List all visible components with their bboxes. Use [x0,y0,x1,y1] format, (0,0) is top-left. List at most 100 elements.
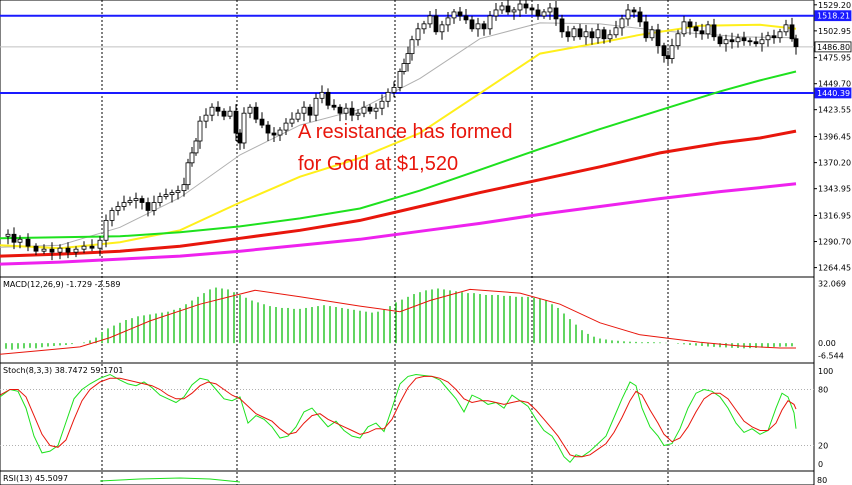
macd-axis: 32.069 0.00 -6.544 [818,280,846,361]
candle-body [759,39,765,45]
candle-body [649,29,655,39]
stochastic-axis-tick: 100 [818,367,833,376]
candle-body [529,7,535,11]
moving-average-line [0,129,797,258]
candle-body [729,39,735,43]
price-axis-tick: 1370.20 [818,159,851,168]
price-axis-tick: 1449.70 [818,80,851,89]
rsi-axis-tick: 80 [817,476,827,485]
candle-body [655,29,661,47]
candle-body [271,132,277,136]
candle-body [109,210,115,221]
stochastic-lines [0,373,797,464]
candle-body [337,106,343,114]
rsi-line [99,477,241,483]
candle-body [405,53,411,64]
candle-body [457,11,463,17]
candle-body [789,24,795,40]
candle-body [469,19,475,30]
candle-body [613,27,619,36]
candle-body [361,106,367,114]
candle-body [723,39,729,45]
price-axis-tick: 1290.70 [818,238,851,247]
candle-body [5,233,11,237]
stochastic-panel: Stoch(8,3,3) 38.7472 59.1701 [0,362,815,472]
candle-body [705,24,711,35]
candle-body [233,110,239,134]
macd-panel-frame [0,276,815,364]
candle-body [97,239,103,249]
candle-body [391,86,397,93]
candle-body [265,124,271,134]
candle-body [765,35,771,41]
candle-body [325,91,331,106]
candle-body [451,11,457,19]
price-axis: 1529.20 1502.95 1475.95 1449.70 1423.55 1396.… [814,1,852,273]
candle-body [367,106,373,112]
rsi-panel-frame [0,470,815,485]
candle-body [433,15,439,33]
annotation-line-2: for Gold at $1,520 [298,153,458,175]
moving-average-line [0,23,797,250]
candle-body [181,184,187,192]
price-tag [814,10,852,22]
candle-body [49,248,55,253]
candle-body [747,40,753,43]
candle-body [57,247,63,253]
vertical-grid [101,0,669,485]
candle-body [777,31,783,39]
candle-body [637,11,643,23]
candle-body [541,11,547,17]
candle-body [463,15,469,21]
candle-body [193,140,199,154]
price-axis-tick: 1396.45 [818,133,851,142]
candle-body [487,15,493,30]
candle-body [619,18,625,29]
candle-body [139,198,145,203]
stochastic-axis-tick: 20 [818,441,828,450]
candle-body [133,198,139,201]
price-axis-tick: 1264.45 [818,264,851,273]
macd-signal-line [0,288,796,355]
candle-body [157,196,163,203]
candle-body [295,112,301,120]
candle-body [571,28,577,38]
candle-body [247,106,253,114]
candle-body [115,206,121,211]
candle-body [583,31,589,38]
candle-body [577,28,583,38]
price-axis-tick: 1316.95 [818,211,851,220]
candle-body [481,23,487,30]
price-panel: A resistance has formed for Gold at $1,5… [0,0,815,278]
candle-body [427,15,433,25]
macd-label: MACD(12,26,9) -1.729 -2.589 [3,280,120,289]
candle-body [203,114,209,122]
candle-body [631,9,637,13]
macd-signal [0,288,796,355]
candle-body [415,28,421,41]
candle-body [65,247,71,253]
candle-body [209,106,215,116]
candle-body [735,37,741,43]
candle-body [693,26,699,32]
candle-body [783,24,789,33]
candle-body [535,9,541,17]
candle-body [33,245,39,252]
candle-body [741,37,747,42]
price-axis-tick: 1529.20 [818,1,851,10]
candle-body [103,219,109,241]
candle-body [127,200,133,203]
moving-average-line [0,182,797,266]
candle-body [241,112,247,144]
price-tag-label: 1518.21 [817,12,850,21]
price-tag [814,87,852,99]
moving-average-line [0,22,797,248]
stochastic-levels [0,388,814,446]
candle-body [421,23,427,30]
stochastic-line [0,375,797,458]
candle-body [307,106,313,116]
candle-body [373,107,379,112]
candle-body [401,63,407,72]
